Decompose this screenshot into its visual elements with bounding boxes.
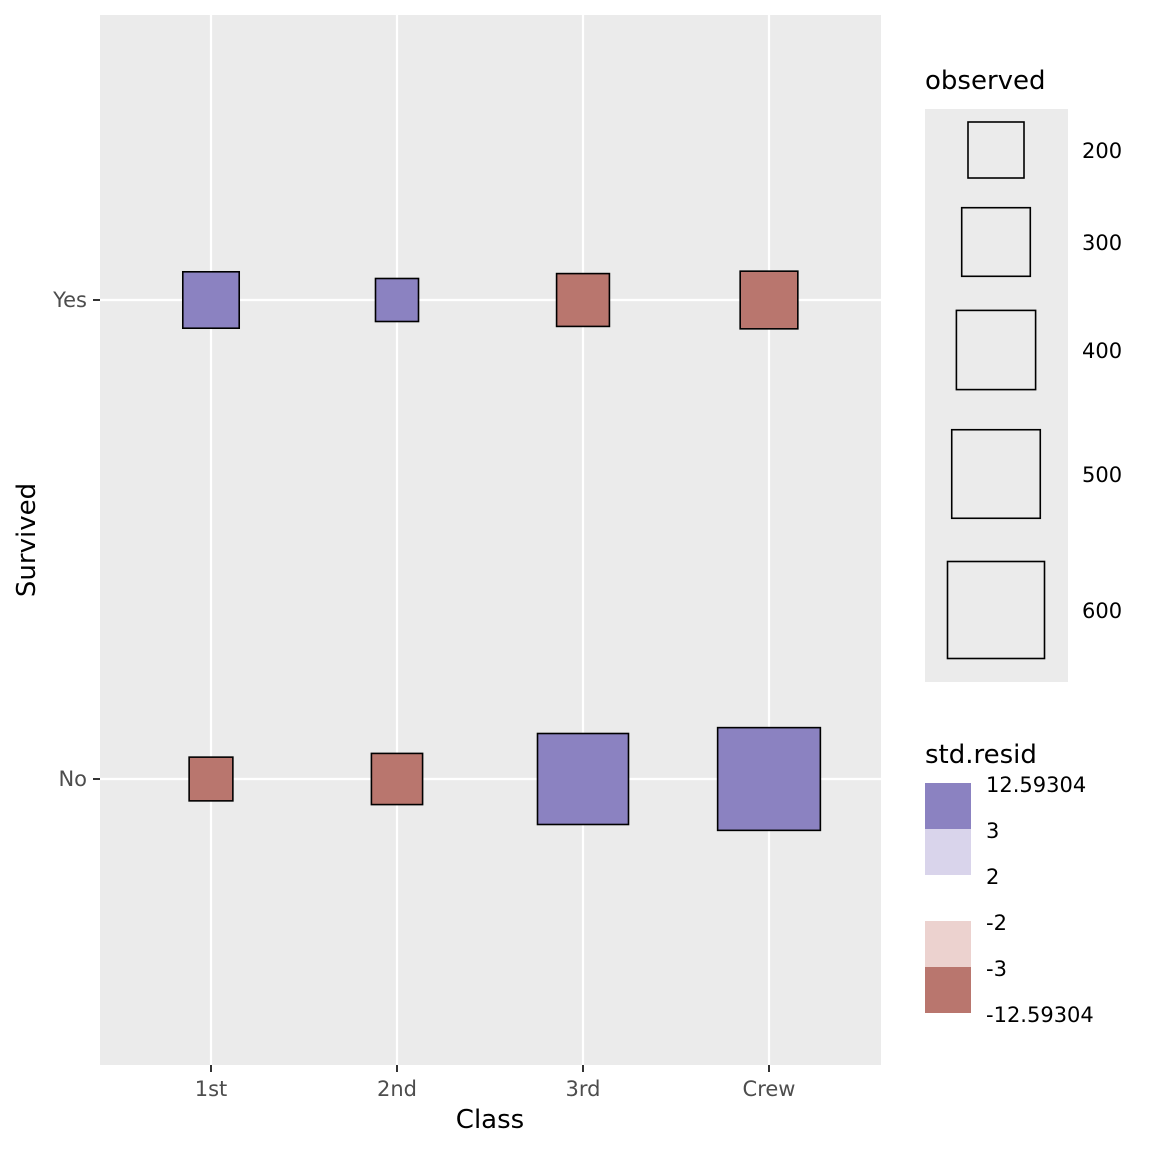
cell-3rd-yes: [555, 272, 611, 328]
legend-observed-key-3: [950, 428, 1042, 520]
y-axis: Yes No: [52, 288, 100, 791]
legend-std-resid: std.resid 12.59304 3 2 -2 -3 -12.59304: [925, 740, 1094, 1027]
cell-crew-yes: [739, 270, 799, 330]
legend-observed-label-2: 400: [1082, 339, 1122, 363]
legend-std-resid-label-3: -2: [986, 911, 1007, 935]
cell-crew-no: [716, 726, 822, 832]
legend-std-resid-label-0: 12.59304: [986, 773, 1086, 797]
x-tick-label-0: 1st: [195, 1077, 228, 1101]
cells: [181, 270, 822, 832]
legend-observed-key-4: [946, 560, 1046, 660]
legend-observed-label-4: 600: [1082, 599, 1122, 623]
legend-observed-title: observed: [925, 66, 1046, 96]
x-tick-label-1: 2nd: [377, 1077, 417, 1101]
panel-background: [100, 15, 881, 1065]
x-axis-title: Class: [456, 1105, 524, 1135]
legend-observed-key-0: [967, 121, 1025, 179]
y-axis-title: Survived: [12, 483, 42, 597]
x-tick-label-2: 3rd: [566, 1077, 601, 1101]
cell-1st-yes: [181, 270, 241, 330]
legend-std-resid-label-4: -3: [986, 957, 1007, 981]
y-tick-label-0: Yes: [52, 288, 87, 312]
legend-std-resid-label-1: 3: [986, 819, 999, 843]
legend-std-resid-block-0: [925, 783, 971, 829]
legend-observed: observed 200 300 400 500 600: [925, 66, 1122, 682]
cell-2nd-yes: [374, 277, 420, 323]
cell-2nd-no: [370, 752, 424, 806]
legend-observed-label-1: 300: [1082, 231, 1122, 255]
legend-observed-label-3: 500: [1082, 463, 1122, 487]
legend-std-resid-title: std.resid: [925, 740, 1037, 770]
legend-observed-key-1: [960, 206, 1032, 278]
legend-std-resid-block-3: [925, 967, 971, 1013]
x-tick-label-3: Crew: [743, 1077, 796, 1101]
legend-std-resid-block-2: [925, 921, 971, 967]
legend-std-resid-label-2: 2: [986, 865, 999, 889]
legend-observed-key-2: [955, 309, 1037, 391]
legend-observed-label-0: 200: [1082, 139, 1122, 163]
y-tick-label-1: No: [58, 767, 87, 791]
legend-std-resid-label-5: -12.59304: [986, 1003, 1094, 1027]
x-axis: 1st 2nd 3rd Crew: [195, 1065, 796, 1101]
cell-1st-no: [188, 756, 234, 802]
cell-3rd-no: [536, 732, 630, 826]
legend-std-resid-block-1: [925, 829, 971, 875]
